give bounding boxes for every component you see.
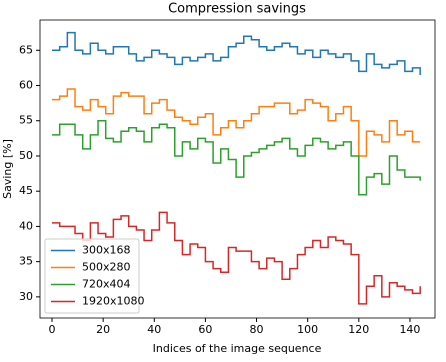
series-line <box>52 88 421 157</box>
legend-box <box>44 238 140 314</box>
legend-label: 720x404 <box>82 278 131 291</box>
x-tick-label: 80 <box>250 323 264 336</box>
x-tick-label: 0 <box>49 323 56 336</box>
legend-label: 500x280 <box>82 261 131 274</box>
x-tick-label: 40 <box>147 323 161 336</box>
series-line <box>52 119 421 196</box>
x-axis-label: Indices of the image sequence <box>153 342 322 355</box>
x-tick-label: 20 <box>96 323 110 336</box>
y-tick-label: 60 <box>19 79 33 92</box>
legend-label: 300x168 <box>82 244 131 257</box>
y-tick-label: 40 <box>19 219 33 232</box>
y-axis-label: Saving [%] <box>1 139 14 199</box>
plot-frame <box>39 19 436 319</box>
series-line <box>52 211 421 305</box>
y-tick-label: 45 <box>19 184 33 197</box>
y-tick-label: 50 <box>19 149 33 162</box>
y-tick-label: 35 <box>19 255 33 268</box>
y-tick-label: 30 <box>19 290 33 303</box>
series-line <box>52 31 421 75</box>
x-tick-label: 100 <box>297 323 318 336</box>
x-tick-label: 60 <box>198 323 212 336</box>
y-tick-label: 55 <box>19 114 33 127</box>
chart-title: Compression savings <box>168 2 306 17</box>
x-tick-label: 120 <box>348 323 369 336</box>
legend-label: 1920x1080 <box>82 295 145 308</box>
x-tick-label: 140 <box>399 323 420 336</box>
y-tick-label: 65 <box>19 43 33 56</box>
